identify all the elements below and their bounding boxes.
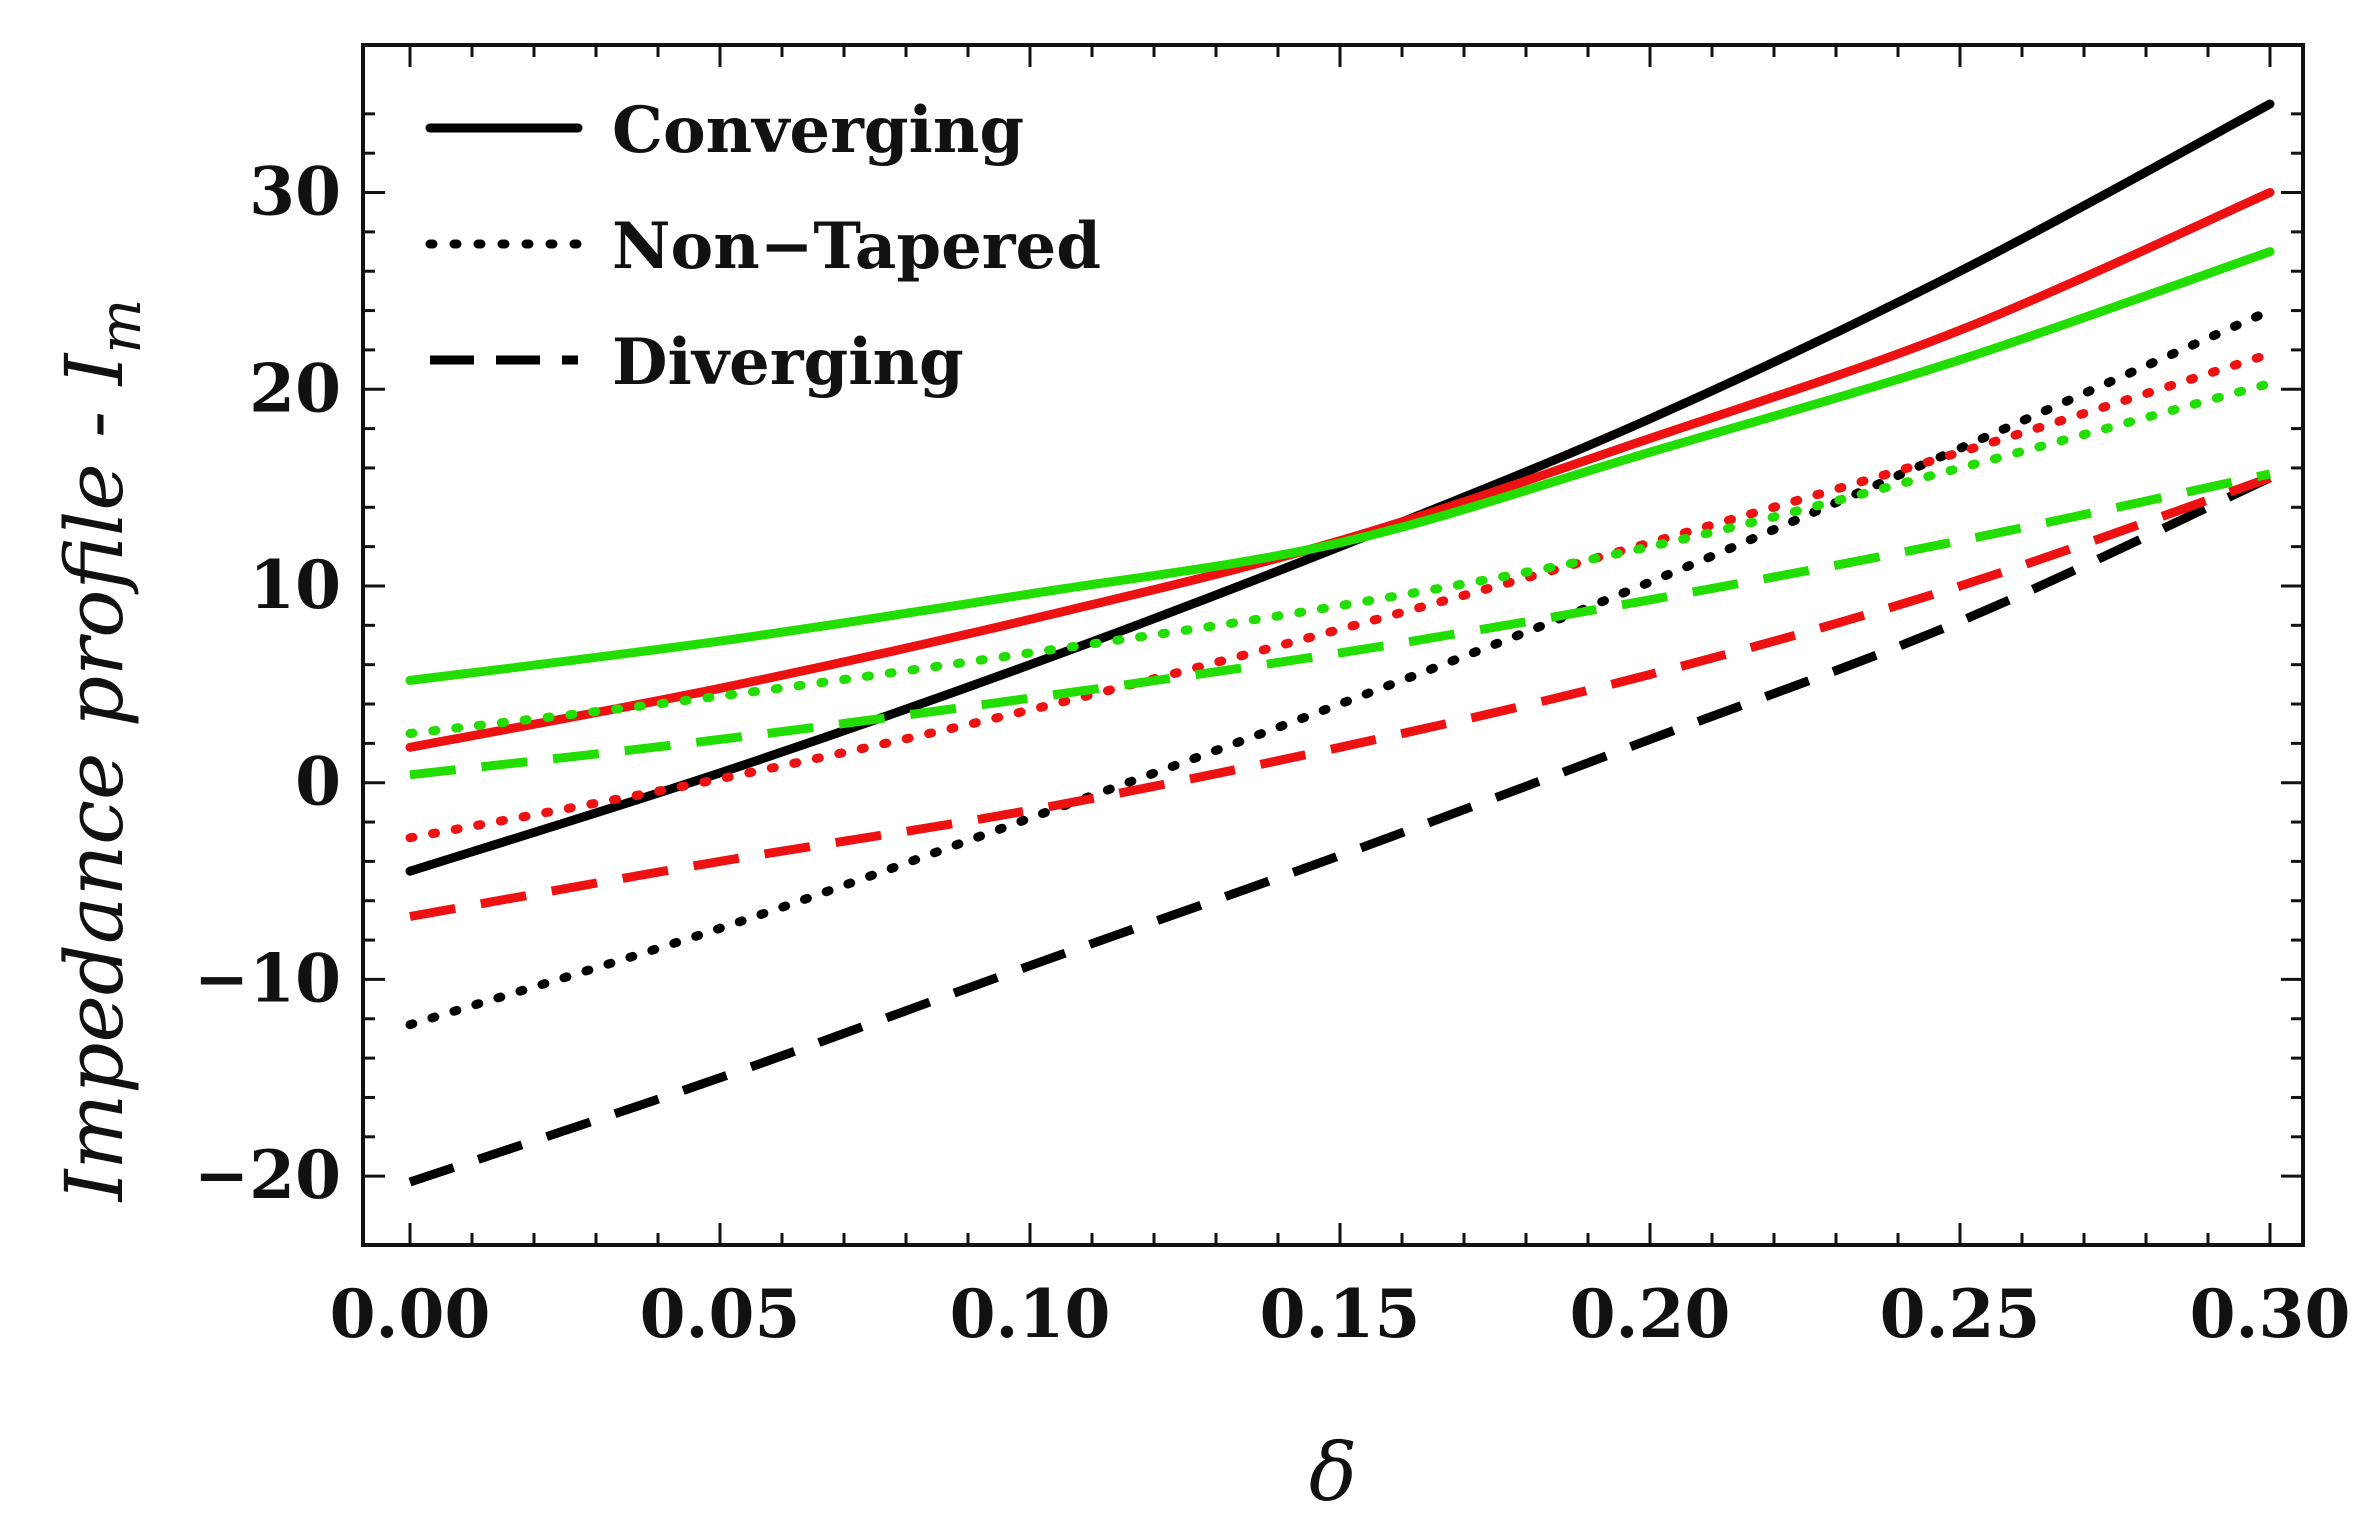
series-line-4 [405, 349, 2275, 843]
y-axis-label-main: Impedance profile - I [48, 352, 141, 1203]
x-tick-label: 0.30 [2190, 1275, 2351, 1353]
legend: Converging Non−Tapered Diverging [425, 93, 1101, 400]
x-tick-label: 0.15 [1260, 1275, 1421, 1353]
y-axis-label: Impedance profile - Im [48, 299, 154, 1203]
x-tick-label: 0.20 [1570, 1275, 1731, 1353]
y-tick-label: 20 [249, 349, 341, 427]
x-axis-label: δ [1309, 1426, 1357, 1519]
x-tick-label: 0.25 [1880, 1275, 2041, 1353]
y-tick-label: 30 [249, 153, 341, 231]
series-line-2 [405, 247, 2275, 685]
x-tick-label: 0.05 [640, 1275, 801, 1353]
series-line-6 [408, 473, 2272, 1187]
series-line-3 [405, 306, 2275, 1030]
series-layer [405, 99, 2275, 1187]
legend-label-non-tapered: Non−Tapered [612, 209, 1101, 284]
series-line-8 [409, 469, 2271, 780]
y-tick-label: −20 [194, 1136, 341, 1214]
y-tick-label: 10 [249, 546, 341, 624]
tick-layer: 0.00 0.05 0.10 0.15 0.20 0.25 0.30 −20 −10 0 10 20 3… [194, 45, 2351, 1353]
series-line-7 [409, 473, 2272, 921]
series-line-5 [405, 378, 2275, 738]
legend-label-converging: Converging [612, 93, 1024, 168]
y-tick-label: 0 [295, 743, 341, 821]
y-tick-label: −10 [194, 939, 341, 1017]
legend-label-diverging: Diverging [612, 325, 964, 400]
plot-frame [361, 43, 2305, 1247]
x-tick-label: 0.10 [950, 1275, 1111, 1353]
x-tick-label: 0.00 [330, 1275, 491, 1353]
y-axis-label-subscript: m [86, 299, 154, 354]
